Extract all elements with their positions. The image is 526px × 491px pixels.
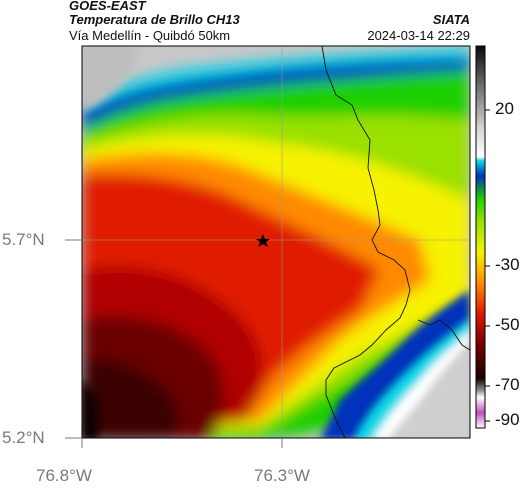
colorbar-label-minus30: -30	[495, 255, 520, 274]
colorbar-label-minus70: -70	[495, 375, 520, 394]
x-tick-76.8w: 76.8°W	[36, 466, 92, 485]
department-boundary	[321, 46, 411, 438]
municipal-boundary	[417, 319, 470, 351]
location-star-icon	[256, 234, 270, 247]
temperature-field	[82, 46, 470, 438]
product-title: Temperatura de Brillo CH13	[69, 12, 240, 27]
axis-ticks	[65, 239, 283, 448]
colorbar-label-20: 20	[495, 99, 514, 118]
satellite-name: GOES-EAST	[69, 0, 146, 13]
colorbar-label-minus90: -90	[495, 410, 520, 429]
x-tick-76.3w: 76.3°W	[254, 466, 310, 485]
header: GOES-EAST Temperatura de Brillo CH13 Vía…	[0, 0, 526, 46]
map-frame	[81, 45, 471, 439]
timestamp-label: 2024-03-14 22:29	[367, 28, 470, 43]
y-tick-5.7n: 5.7°N	[2, 230, 45, 249]
area-subtitle: Vía Medellín - Quibdó 50km	[69, 28, 231, 43]
colorbar	[475, 45, 490, 429]
y-tick-5.2n: 5.2°N	[2, 428, 45, 447]
organization-label: SIATA	[432, 12, 470, 27]
colorbar-label-minus50: -50	[495, 315, 520, 334]
